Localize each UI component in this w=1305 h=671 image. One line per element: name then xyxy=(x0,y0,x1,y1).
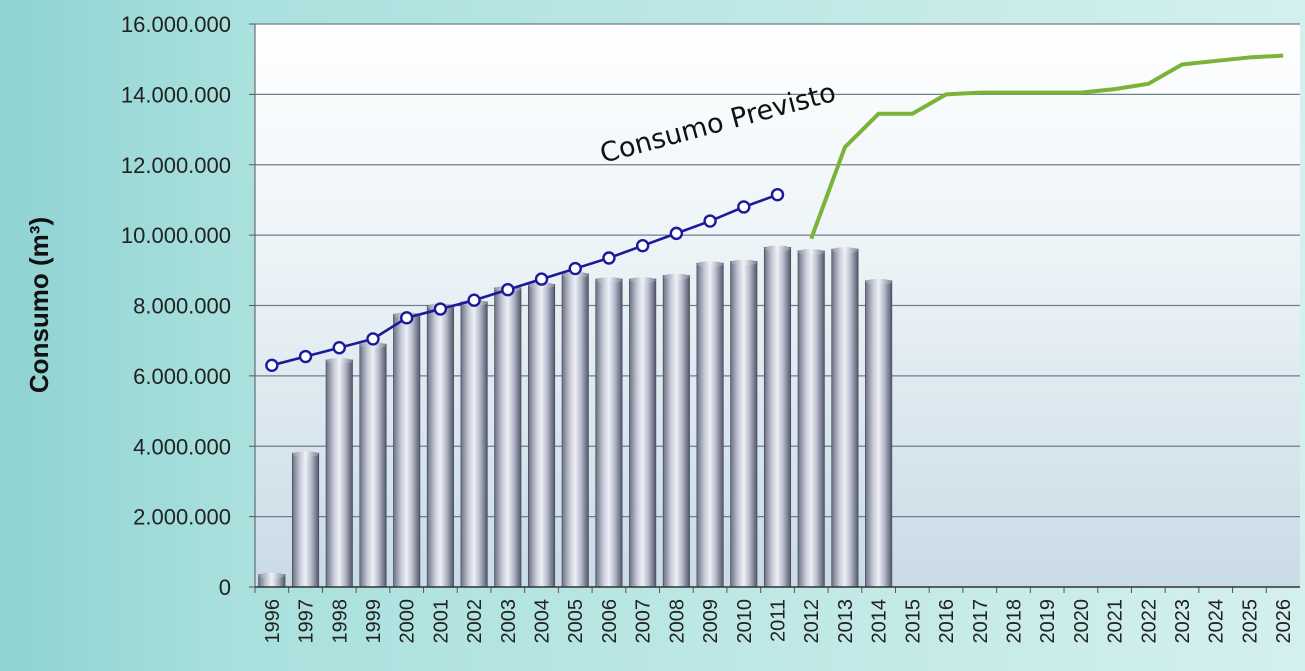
trend-point xyxy=(770,187,785,202)
bar-cap xyxy=(730,259,757,266)
bar xyxy=(325,359,353,588)
trend-point xyxy=(501,282,515,297)
bar xyxy=(527,283,556,588)
x-tick-label: 1999 xyxy=(363,599,385,644)
x-tick-label: 2018 xyxy=(1003,599,1025,644)
bar-cap xyxy=(326,358,353,365)
bar xyxy=(460,301,488,588)
y-axis-ticks: 0 2.000.000 4.000.000 6.000.000 8.000.000 10.… xyxy=(121,12,255,600)
y-tick-label: 2.000.000 xyxy=(133,505,231,530)
trend-point xyxy=(332,341,346,355)
trend-point xyxy=(534,272,549,286)
x-tick-label: 2016 xyxy=(936,599,958,644)
x-tick-label: 2010 xyxy=(734,599,756,644)
x-tick-label: 1998 xyxy=(329,599,351,644)
x-tick-label: 2006 xyxy=(599,599,621,644)
bar xyxy=(393,313,421,588)
trend-point xyxy=(467,293,481,307)
x-tick-label: 2011 xyxy=(768,599,790,642)
trend-line xyxy=(271,193,778,367)
x-tick-label: 2022 xyxy=(1138,599,1160,644)
x-tick-label: 2015 xyxy=(902,599,924,644)
x-tick-label: 2021 xyxy=(1105,599,1127,644)
bar xyxy=(696,262,724,588)
y-tick-label: 10.000.000 xyxy=(121,223,231,248)
x-tick-label: 1996 xyxy=(262,599,284,644)
y-tick-label: 0 xyxy=(219,575,231,600)
x-tick-label: 2009 xyxy=(700,599,722,644)
trend-point xyxy=(265,358,279,373)
x-tick-label: 2020 xyxy=(1071,599,1093,644)
y-tick-label: 14.000.000 xyxy=(121,82,231,107)
x-tick-label: 2000 xyxy=(397,599,419,644)
bar-cap xyxy=(831,247,859,254)
y-tick-label: 8.000.000 xyxy=(133,294,231,319)
x-tick-label: 2012 xyxy=(801,599,823,644)
bar xyxy=(763,247,792,588)
y-tick-label: 12.000.000 xyxy=(121,153,231,178)
y-axis-label: Consumo (m³) xyxy=(24,217,54,393)
x-tick-label: 1997 xyxy=(296,599,318,644)
x-tick-label: 2001 xyxy=(430,599,452,644)
x-tick-label: 2003 xyxy=(498,599,520,644)
bar-cap xyxy=(629,277,656,284)
bar xyxy=(561,273,589,588)
y-tick-label: 6.000.000 xyxy=(133,364,231,389)
bar xyxy=(426,305,454,588)
bar-cap xyxy=(764,245,791,252)
bar-cap xyxy=(258,572,286,579)
x-tick-label: 2017 xyxy=(970,599,992,644)
trend-point xyxy=(433,302,448,316)
bar xyxy=(359,343,387,588)
trend-point xyxy=(568,261,582,276)
trend-point xyxy=(602,251,616,265)
x-tick-label: 2019 xyxy=(1037,599,1059,644)
bar xyxy=(662,275,690,588)
bar-cap xyxy=(663,273,690,280)
x-tick-label: 2008 xyxy=(666,599,688,644)
x-tick-label: 2025 xyxy=(1239,599,1261,644)
bar-cap xyxy=(865,278,892,285)
bar xyxy=(292,452,320,588)
y-tick-label: 4.000.000 xyxy=(133,434,231,459)
x-tick-label: 2014 xyxy=(869,599,891,644)
bar xyxy=(865,280,893,588)
bar xyxy=(831,248,859,588)
trend-point xyxy=(669,226,684,241)
y-tick-label: 16.000.000 xyxy=(121,12,231,37)
x-tick-label: 2024 xyxy=(1206,599,1228,644)
line-series xyxy=(265,53,1284,373)
trend-point xyxy=(737,200,751,214)
x-tick-label: 2004 xyxy=(532,599,554,644)
trend-point xyxy=(298,349,313,364)
bar-cap xyxy=(798,248,825,255)
trend-point xyxy=(635,238,650,253)
x-tick-label: 2026 xyxy=(1273,599,1295,644)
x-tick-label: 2007 xyxy=(633,599,655,644)
x-tick-label: 2023 xyxy=(1172,599,1194,644)
bar xyxy=(629,278,657,588)
bar xyxy=(494,287,522,588)
x-tick-label: 2002 xyxy=(464,599,486,644)
trend-point xyxy=(366,332,380,346)
trend-point xyxy=(399,311,414,325)
x-axis-ticks: 1996 1997 1998 1999 2000 2001 2002 2003 2004 2005… xyxy=(254,587,1295,644)
x-tick-label: 2005 xyxy=(565,599,587,644)
x-tick-label: 2013 xyxy=(835,599,857,644)
bar xyxy=(797,250,825,588)
bar-cap xyxy=(292,451,319,458)
bar xyxy=(595,278,623,588)
bar-series xyxy=(258,245,893,588)
bar xyxy=(730,261,758,588)
bar-cap xyxy=(595,277,623,284)
bar-cap xyxy=(696,261,724,268)
trend-point xyxy=(703,214,717,228)
